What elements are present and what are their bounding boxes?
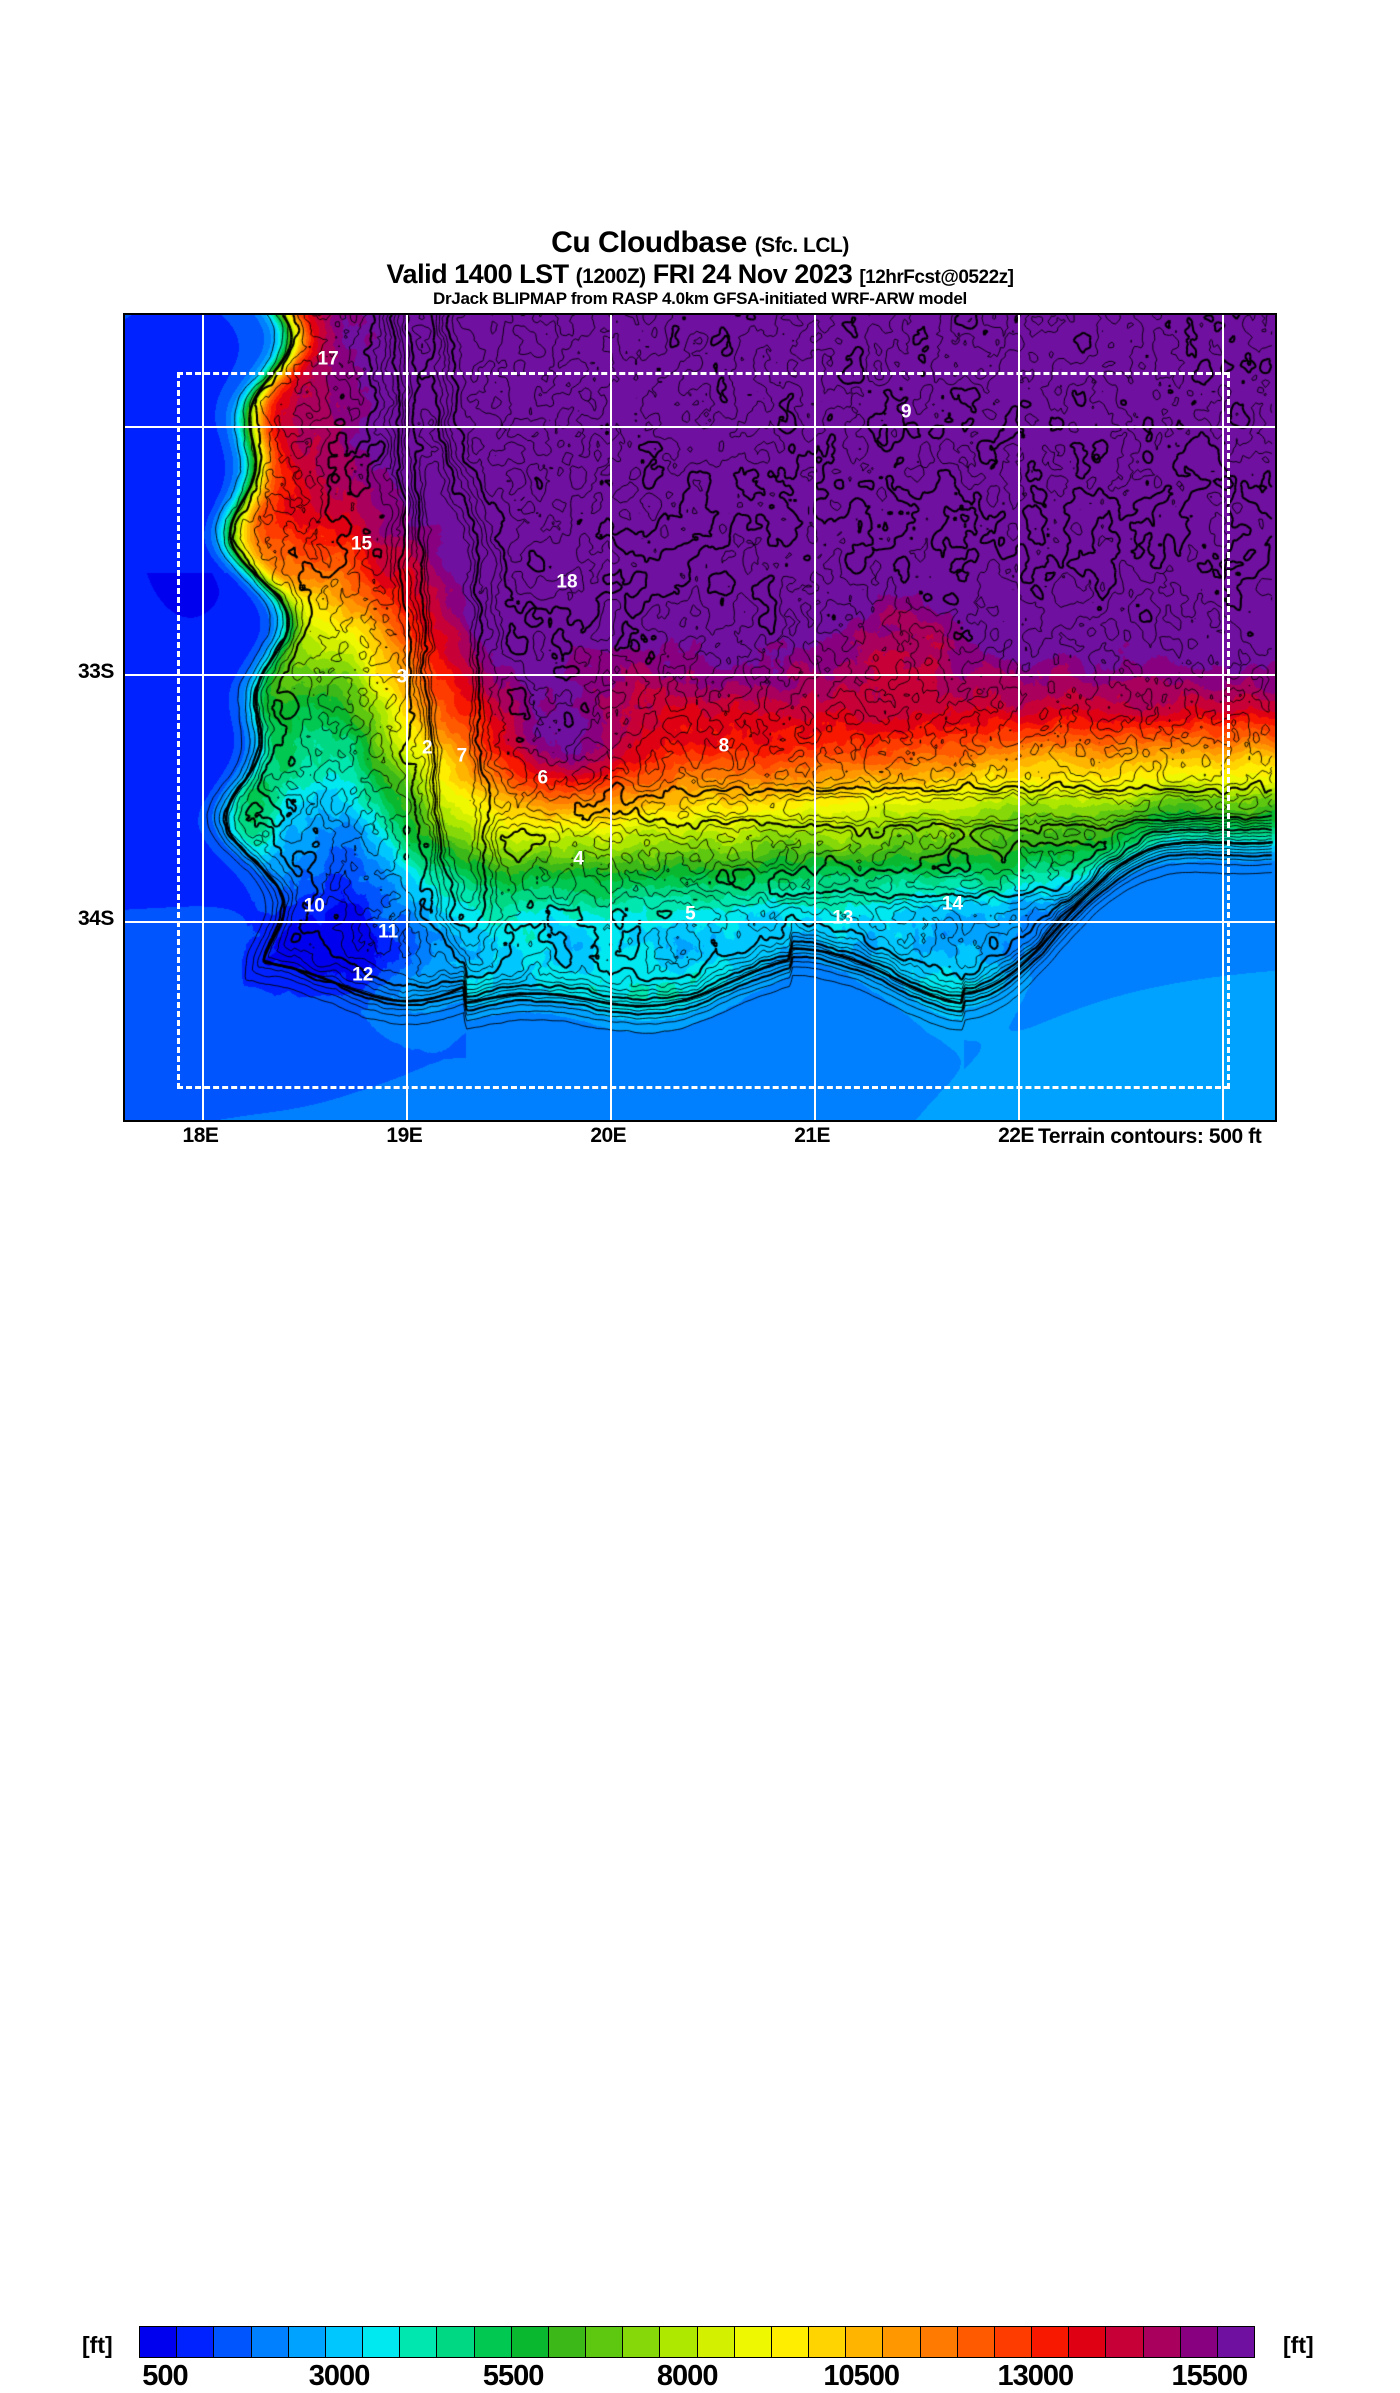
model-source-line: DrJack BLIPMAP from RASP 4.0km GFSA-init… <box>433 289 967 308</box>
colorbar-swatch <box>1032 2327 1070 2357</box>
waypoint-label: 11 <box>378 921 399 943</box>
waypoint-label: 6 <box>537 767 549 789</box>
waypoint-label: 9 <box>900 401 912 423</box>
chart-subtitle: Valid 1400 LST (1200Z) FRI 24 Nov 2023 [… <box>0 261 1400 288</box>
axis-tick-label: 18E <box>182 1124 219 1147</box>
map-plot-area[interactable]: 17 9 15 18 3 2 7 8 6 4 10 5 13 14 11 12 <box>123 313 1277 1122</box>
graticule-meridian <box>814 315 817 1120</box>
colorbar-swatch <box>251 2327 289 2357</box>
waypoint-label: 8 <box>718 735 730 757</box>
colorbar-swatch <box>771 2327 810 2357</box>
forecast-hour: [12hrFcst@0522z] <box>859 267 1014 288</box>
waypoint-label: 14 <box>941 893 963 915</box>
waypoint-label: 3 <box>396 666 408 688</box>
colorbar-swatch <box>1106 2327 1144 2357</box>
colorbar-swatches[interactable] <box>139 2326 1255 2358</box>
axis-tick-label: 19E <box>386 1124 423 1147</box>
colorbar-swatch <box>1143 2327 1181 2357</box>
waypoint-label: 7 <box>456 745 468 767</box>
colorbar-swatch <box>883 2327 921 2357</box>
waypoint-label: 18 <box>556 571 578 593</box>
colorbar-swatch <box>697 2327 735 2357</box>
graticule-meridian <box>202 315 205 1120</box>
colorbar-swatch <box>325 2327 364 2357</box>
waypoint-label: 13 <box>832 907 854 929</box>
graticule-meridian <box>1018 315 1021 1120</box>
waypoint-label: 4 <box>573 848 584 870</box>
colorbar-tick-label: 8000 <box>656 2360 719 2392</box>
graticule-meridian <box>610 315 613 1120</box>
colorbar-swatch <box>957 2327 995 2357</box>
graticule-parallel <box>125 921 1275 924</box>
colorbar-swatch <box>437 2327 475 2357</box>
colorbar-swatch <box>548 2327 587 2357</box>
colorbar-swatch <box>288 2327 326 2357</box>
waypoint-label: 15 <box>350 533 373 555</box>
colorbar-swatch <box>809 2327 847 2357</box>
graticule-parallel <box>125 673 1275 676</box>
cloudbase-heatmap-canvas <box>125 315 1275 1120</box>
colorbar-swatch <box>994 2327 1033 2357</box>
colorbar-swatch <box>214 2327 252 2357</box>
colorbar-tick-label: 5500 <box>482 2360 545 2392</box>
waypoint-label: 5 <box>685 903 696 925</box>
colorbar-swatch <box>363 2327 401 2357</box>
graticule-meridian <box>406 315 409 1120</box>
colorbar-swatch <box>511 2327 549 2357</box>
valid-date: FRI 24 Nov 2023 <box>652 259 853 289</box>
axis-tick-label: 22E <box>998 1124 1034 1147</box>
colorbar-block: [ft] [ft] 500 3000 5500 8000 10500 13000 15500 <box>0 1160 1400 2392</box>
waypoint-label: 10 <box>303 895 325 917</box>
colorbar-units-left: [ft] <box>82 2332 113 2358</box>
axis-tick-label: 34S <box>78 907 114 931</box>
valid-zulu: (1200Z) <box>575 265 647 288</box>
colorbar-swatch <box>1217 2327 1255 2357</box>
colorbar-units-right: [ft] <box>1283 2332 1314 2358</box>
colorbar-swatch <box>474 2327 512 2357</box>
axis-tick-label: 21E <box>794 1124 831 1147</box>
graticule-parallel <box>125 426 1275 429</box>
waypoint-label: 12 <box>352 964 374 986</box>
colorbar-swatch <box>1180 2327 1218 2357</box>
colorbar-swatch <box>586 2327 624 2357</box>
colorbar-tick-label: 500 <box>142 2360 188 2392</box>
colorbar-swatch <box>734 2327 772 2357</box>
colorbar-swatch <box>846 2327 884 2357</box>
valid-prefix: Valid 1400 LST <box>386 259 570 289</box>
colorbar-tick-label: 15500 <box>1171 2360 1249 2392</box>
colorbar-swatch <box>920 2327 958 2357</box>
axis-tick-label: 33S <box>78 659 114 683</box>
colorbar-swatch <box>140 2327 178 2357</box>
page-title: Cu Cloudbase (Sfc. LCL) <box>0 228 1400 258</box>
terrain-contour-note: Terrain contours: 500 ft <box>1038 1125 1262 1148</box>
waypoint-label: 17 <box>317 348 339 370</box>
colorbar-swatch <box>623 2327 661 2357</box>
axis-tick-label: 20E <box>590 1124 627 1147</box>
waypoint-label: 2 <box>422 737 433 759</box>
title-main-subtext: (Sfc. LCL) <box>754 234 850 257</box>
colorbar-tick-label: 10500 <box>823 2360 900 2392</box>
colorbar-swatch <box>177 2327 215 2357</box>
title-main-text: Cu Cloudbase <box>551 226 747 259</box>
colorbar-swatch <box>660 2327 698 2357</box>
colorbar-swatch <box>1069 2327 1107 2357</box>
colorbar-tick-label: 13000 <box>997 2360 1074 2392</box>
colorbar-swatch <box>400 2327 438 2357</box>
graticule-meridian <box>1221 315 1224 1120</box>
chart-title-block: Cu Cloudbase (Sfc. LCL) Valid 1400 LST (… <box>0 228 1400 308</box>
colorbar-tick-label: 3000 <box>308 2360 371 2392</box>
